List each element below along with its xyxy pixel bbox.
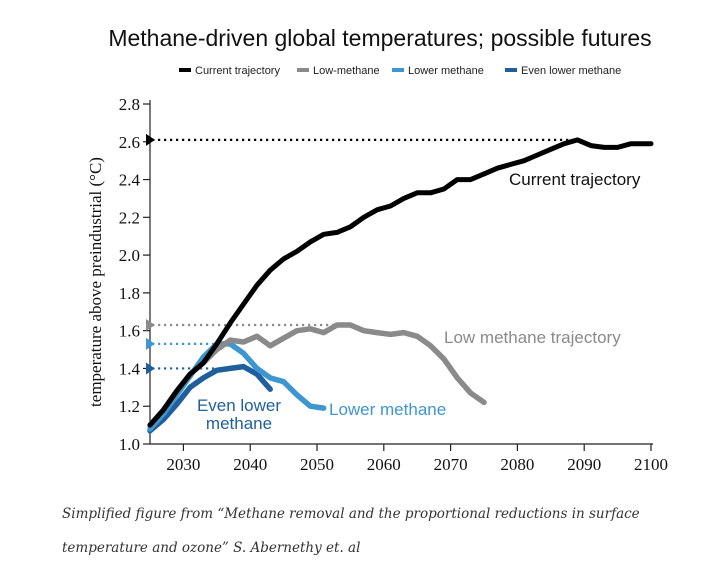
legend-label: Low-methane (313, 65, 380, 77)
x-tick-label: 2060 (367, 455, 401, 474)
y-tick-label: 2.2 (119, 208, 140, 227)
chart-title: Methane-driven global temperatures; poss… (108, 25, 651, 51)
y-tick-label: 2.4 (119, 171, 141, 190)
x-tick-label: 2100 (634, 455, 668, 474)
methane-temperature-chart: Methane-driven global temperatures; poss… (86, 25, 668, 474)
peak-marker (146, 319, 155, 331)
axes: 1.0 1.2 1.4 1.6 1.8 2.0 2.2 2.4 2.6 2.8 2030 2040 20… (119, 95, 668, 474)
legend-label: Lower methane (408, 65, 484, 77)
peak-guides (146, 133, 578, 375)
y-tick-label: 1.8 (119, 284, 140, 303)
x-tick-label: 2040 (233, 455, 267, 474)
x-tick-label: 2090 (567, 455, 601, 474)
series-line-current-trajectory (147, 137, 654, 428)
series-line-even-lower-methane (147, 363, 273, 434)
x-tick-label: 2030 (166, 455, 200, 474)
y-tick-label: 2.6 (119, 133, 140, 152)
y-tick-label: 2.8 (119, 95, 140, 114)
series-lines (147, 137, 654, 434)
y-tick-label: 1.2 (119, 397, 140, 416)
peak-marker (146, 133, 155, 146)
y-tick-label: 1.6 (119, 322, 140, 341)
legend-label: Even lower methane (521, 65, 621, 77)
series-label: Even lower methane (197, 396, 281, 433)
legend: Current trajectory Low-methane Lower metha… (179, 65, 621, 77)
x-tick-label: 2050 (300, 455, 334, 474)
figure-caption: Simplified figure from “Methane removal … (62, 506, 640, 556)
y-axis-label: temperature above preindustrial (°C) (86, 157, 105, 407)
peak-marker (146, 362, 155, 375)
legend-label: Current trajectory (195, 65, 280, 77)
x-tick-label: 2080 (500, 455, 534, 474)
series-labels: Current trajectory Low methane trajectory… (197, 170, 641, 433)
series-label: Low methane trajectory (444, 328, 621, 347)
y-tick-label: 1.0 (119, 435, 140, 454)
series-label: Current trajectory (509, 170, 641, 189)
peak-marker (146, 337, 155, 350)
y-tick-label: 2.0 (119, 246, 140, 265)
series-label: Lower methane (329, 400, 446, 419)
y-tick-label: 1.4 (119, 359, 141, 378)
x-tick-label: 2070 (434, 455, 468, 474)
